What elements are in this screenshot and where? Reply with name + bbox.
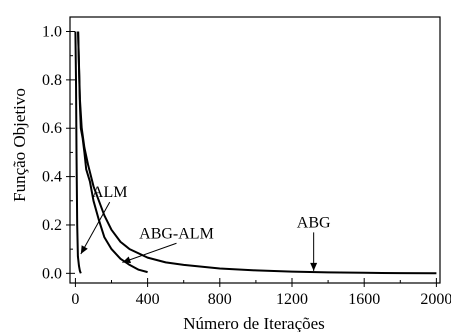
- annotation-arrowhead-abg-alm: [122, 256, 132, 264]
- x-tick-label: 400: [136, 291, 160, 308]
- annotation-arrow-alm: [80, 201, 111, 255]
- series-line-abg: [77, 31, 437, 275]
- x-tick-label: 800: [208, 291, 232, 308]
- annotation-alm: ALM: [92, 184, 128, 201]
- x-axis-title: Número de Iterações: [183, 314, 325, 332]
- x-tick-label: 2000: [420, 291, 451, 308]
- y-tick-label: 1.0: [42, 24, 62, 41]
- x-tick-label: 1200: [276, 291, 308, 308]
- annotation-arrowhead-abg: [310, 262, 318, 271]
- y-tick-label: 0.0: [42, 265, 62, 282]
- y-tick-label: 0.2: [42, 217, 62, 234]
- series-line-abg-alm: [77, 31, 148, 274]
- annotation-arrow-abg-alm: [122, 242, 177, 263]
- annotation-arrowhead-alm: [80, 245, 88, 254]
- annotation-abg-alm: ABG-ALM: [139, 225, 214, 242]
- x-tick-label: 0: [71, 291, 79, 308]
- series-line-alm: [74, 31, 82, 274]
- y-tick-label: 0.8: [42, 72, 62, 89]
- plot-frame: [69, 16, 441, 284]
- y-tick-label: 0.6: [42, 120, 62, 137]
- y-tick-label: 0.4: [42, 169, 62, 186]
- chart-marks: [74, 31, 437, 275]
- y-axis-title: Função Objetivo: [10, 88, 29, 202]
- chart-axes: 0 400 800 1200 1600 2000 0.0 0.2 0.4 0.6 0.8 1.0: [42, 16, 451, 308]
- x-tick-label: 1600: [348, 291, 380, 308]
- annotation-abg: ABG: [297, 214, 331, 231]
- chart-annotations: ALM ABG-ALM ABG: [80, 184, 331, 271]
